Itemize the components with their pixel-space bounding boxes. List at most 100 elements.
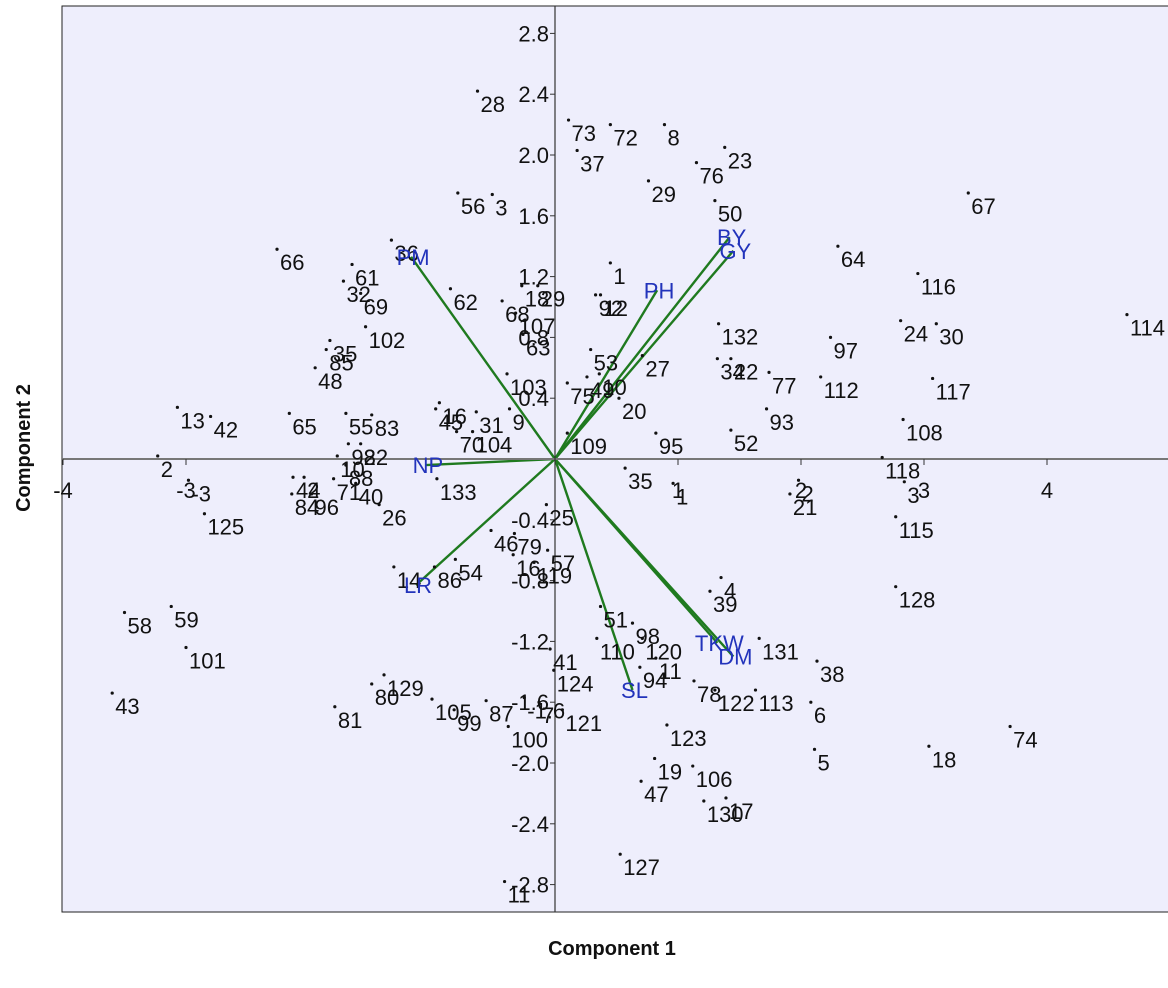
observation-label: 31 bbox=[479, 413, 503, 438]
observation-label: 76 bbox=[699, 164, 723, 189]
observation-dot bbox=[275, 247, 279, 251]
observation-dot bbox=[723, 145, 727, 149]
observation-dot bbox=[788, 492, 792, 496]
observation-dot bbox=[363, 325, 368, 329]
observation-label: 24 bbox=[904, 322, 928, 347]
y-tick-label: 1.2 bbox=[518, 265, 549, 290]
observation-dot bbox=[522, 696, 526, 700]
observation-dot bbox=[702, 799, 706, 803]
observation-label: 92 bbox=[351, 445, 375, 470]
observation-dot bbox=[344, 463, 348, 467]
observation-dot bbox=[332, 477, 336, 481]
observation-label: 94 bbox=[643, 668, 667, 693]
observation-dot bbox=[809, 700, 813, 704]
observation-label: 57 bbox=[551, 551, 575, 576]
observation-label: 72 bbox=[613, 126, 637, 151]
observation-dot bbox=[548, 647, 552, 651]
observation-dot bbox=[432, 565, 437, 569]
loading-label: BY bbox=[717, 225, 747, 250]
observation-label: 19 bbox=[658, 759, 682, 784]
observation-label: 69 bbox=[364, 294, 388, 319]
observation-dot bbox=[692, 679, 696, 683]
observation-dot bbox=[654, 431, 658, 435]
observation-dot bbox=[716, 322, 721, 326]
observation-dot bbox=[713, 688, 717, 692]
loading-vector bbox=[554, 458, 735, 658]
observation-dot bbox=[291, 475, 295, 479]
observation-dot bbox=[328, 338, 332, 343]
observation-dot bbox=[514, 311, 518, 315]
observation-dot bbox=[489, 528, 493, 533]
x-tick-label: -4 bbox=[53, 478, 73, 503]
observation-label: 98 bbox=[635, 624, 659, 649]
observation-dot bbox=[313, 366, 317, 370]
observation-dot bbox=[819, 375, 823, 379]
observation-dot bbox=[552, 668, 556, 672]
observation-dot bbox=[505, 372, 509, 376]
observation-label: 18 bbox=[525, 287, 549, 312]
observation-label: 34 bbox=[720, 360, 744, 385]
observation-label: 8 bbox=[667, 126, 679, 151]
observation-label: 82 bbox=[364, 445, 388, 470]
y-tick-label: -2.0 bbox=[511, 751, 549, 776]
observation-dot bbox=[931, 376, 935, 381]
observation-dot bbox=[595, 636, 599, 640]
observation-label: 54 bbox=[458, 560, 482, 585]
observation-dot bbox=[290, 492, 294, 496]
loading-vector bbox=[415, 458, 556, 587]
y-tick-label: -1.6 bbox=[511, 690, 549, 715]
y-tick-label: 1.6 bbox=[518, 204, 549, 229]
observation-label: 114 bbox=[1130, 316, 1165, 341]
observation-label: 74 bbox=[1013, 728, 1037, 753]
observation-dot bbox=[350, 262, 354, 267]
observation-label: 119 bbox=[537, 563, 572, 588]
observation-label: 58 bbox=[128, 614, 152, 639]
observation-label: 42 bbox=[214, 417, 238, 442]
observation-label: 11 bbox=[659, 659, 682, 684]
observation-label: 83 bbox=[375, 416, 399, 441]
x-tick-label: 3 bbox=[918, 478, 930, 503]
observation-label: 109 bbox=[570, 434, 607, 459]
observation-label: 11 bbox=[508, 883, 531, 908]
observation-dot bbox=[490, 192, 494, 197]
observation-label: 105 bbox=[435, 700, 472, 725]
observation-dot bbox=[715, 357, 719, 361]
observation-label: 35 bbox=[628, 469, 652, 494]
y-tick-label: -1.2 bbox=[511, 629, 549, 654]
observation-dot bbox=[724, 796, 728, 800]
loading-label: PM bbox=[397, 245, 430, 270]
observation-dot bbox=[521, 332, 525, 336]
observation-dot bbox=[575, 148, 579, 153]
y-tick-label: 2.4 bbox=[518, 82, 549, 107]
observation-label: 26 bbox=[382, 506, 406, 531]
observation-dot bbox=[382, 673, 386, 677]
observation-label: 7 bbox=[542, 703, 554, 728]
observation-label: 4 bbox=[724, 579, 736, 604]
observation-label: 71 bbox=[337, 480, 361, 505]
observation-dot bbox=[662, 123, 667, 127]
observation-dot bbox=[346, 442, 350, 446]
observation-label: 61 bbox=[355, 265, 379, 290]
observation-label: 6 bbox=[814, 703, 826, 728]
observation-label: 133 bbox=[440, 480, 477, 505]
observation-dot bbox=[435, 477, 439, 481]
observation-label: 55 bbox=[349, 414, 373, 439]
observation-label: 121 bbox=[565, 711, 602, 736]
observation-label: 36 bbox=[394, 241, 418, 266]
observation-dot bbox=[359, 442, 363, 446]
observation-dot bbox=[546, 548, 550, 552]
observation-label: 93 bbox=[770, 410, 794, 435]
observation-label: 10 bbox=[602, 375, 626, 400]
observation-dot bbox=[333, 705, 337, 709]
observation-label: 131 bbox=[762, 639, 799, 664]
observation-dot bbox=[434, 407, 438, 411]
observation-dot bbox=[927, 744, 931, 748]
observation-label: 116 bbox=[921, 275, 956, 300]
loading-label: SL bbox=[621, 678, 648, 703]
observation-dot bbox=[335, 454, 339, 458]
x-tick-label: 1 bbox=[672, 478, 684, 503]
observation-dot bbox=[209, 414, 213, 419]
